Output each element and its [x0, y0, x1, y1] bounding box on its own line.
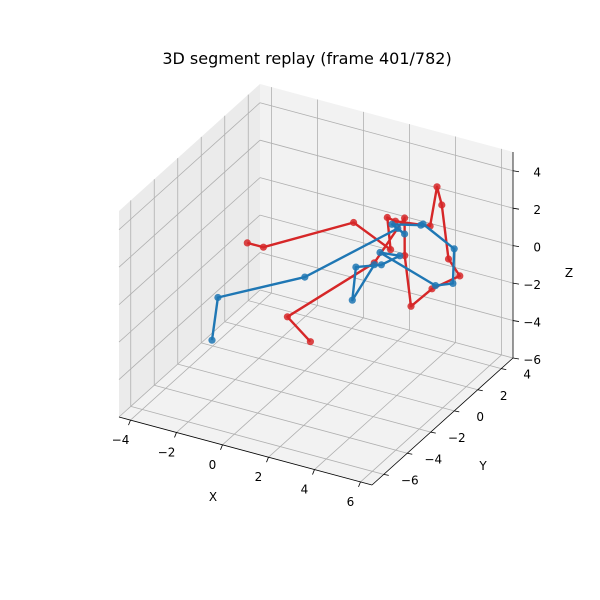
y-tick-label: −6 — [401, 473, 419, 487]
z-tick — [513, 283, 519, 284]
data-point — [456, 272, 463, 279]
z-tick-label: −4 — [523, 316, 541, 330]
x-tick-label: −2 — [158, 445, 176, 459]
x-tick-label: 2 — [255, 470, 263, 484]
z-tick-label: −2 — [523, 278, 541, 292]
data-point — [387, 246, 394, 253]
x-tick — [129, 420, 131, 425]
data-point — [394, 225, 401, 232]
y-tick-label: −2 — [448, 431, 466, 445]
data-point — [388, 221, 395, 228]
data-point — [260, 244, 267, 251]
z-tick — [513, 208, 519, 209]
data-point — [350, 219, 357, 226]
data-point — [284, 313, 291, 320]
x-tick — [267, 457, 269, 462]
data-point — [432, 282, 439, 289]
data-point — [376, 249, 383, 256]
data-point — [433, 183, 440, 190]
data-point — [401, 214, 408, 221]
y-tick-label: 2 — [500, 389, 508, 403]
data-point — [407, 303, 414, 310]
data-point — [451, 245, 458, 252]
data-point — [449, 280, 456, 287]
z-tick — [513, 358, 519, 359]
x-tick — [175, 432, 177, 437]
data-point — [371, 261, 378, 268]
z-tick-label: 2 — [533, 203, 541, 217]
x-tick — [221, 445, 223, 450]
x-tick-label: 0 — [209, 458, 217, 472]
data-point — [244, 239, 251, 246]
z-tick — [513, 171, 519, 172]
data-point — [307, 338, 314, 345]
data-point — [349, 297, 356, 304]
x-tick-label: −4 — [112, 433, 130, 447]
z-tick — [513, 321, 519, 322]
y-tick — [384, 474, 389, 475]
y-tick — [431, 432, 436, 433]
y-tick — [407, 453, 412, 454]
data-point — [438, 201, 445, 208]
y-tick-label: 0 — [476, 410, 484, 424]
z-tick-label: 4 — [533, 166, 541, 180]
data-point — [401, 230, 408, 237]
data-point — [420, 220, 427, 227]
data-point — [445, 255, 452, 262]
x-tick — [359, 482, 361, 487]
data-point — [208, 337, 215, 344]
z-tick-label: 0 — [533, 241, 541, 255]
z-axis-label: Z — [565, 266, 573, 280]
data-point — [378, 261, 385, 268]
y-tick — [478, 390, 483, 391]
x-tick-label: 6 — [347, 495, 355, 509]
z-tick-label: −6 — [523, 353, 541, 367]
y-tick-label: 4 — [523, 368, 531, 382]
data-point — [352, 264, 359, 271]
data-point — [384, 214, 391, 221]
data-point — [396, 252, 403, 259]
x-axis-label: X — [209, 490, 217, 504]
chart-title: 3D segment replay (frame 401/782) — [162, 49, 451, 68]
x-tick — [313, 470, 315, 475]
y-tick-label: −4 — [424, 452, 442, 466]
y-axis-label: Y — [478, 459, 487, 473]
y-tick — [501, 369, 506, 370]
data-point — [214, 294, 221, 301]
z-tick — [513, 246, 519, 247]
data-point — [301, 274, 308, 281]
y-tick — [454, 411, 459, 412]
x-tick-label: 4 — [301, 483, 309, 497]
